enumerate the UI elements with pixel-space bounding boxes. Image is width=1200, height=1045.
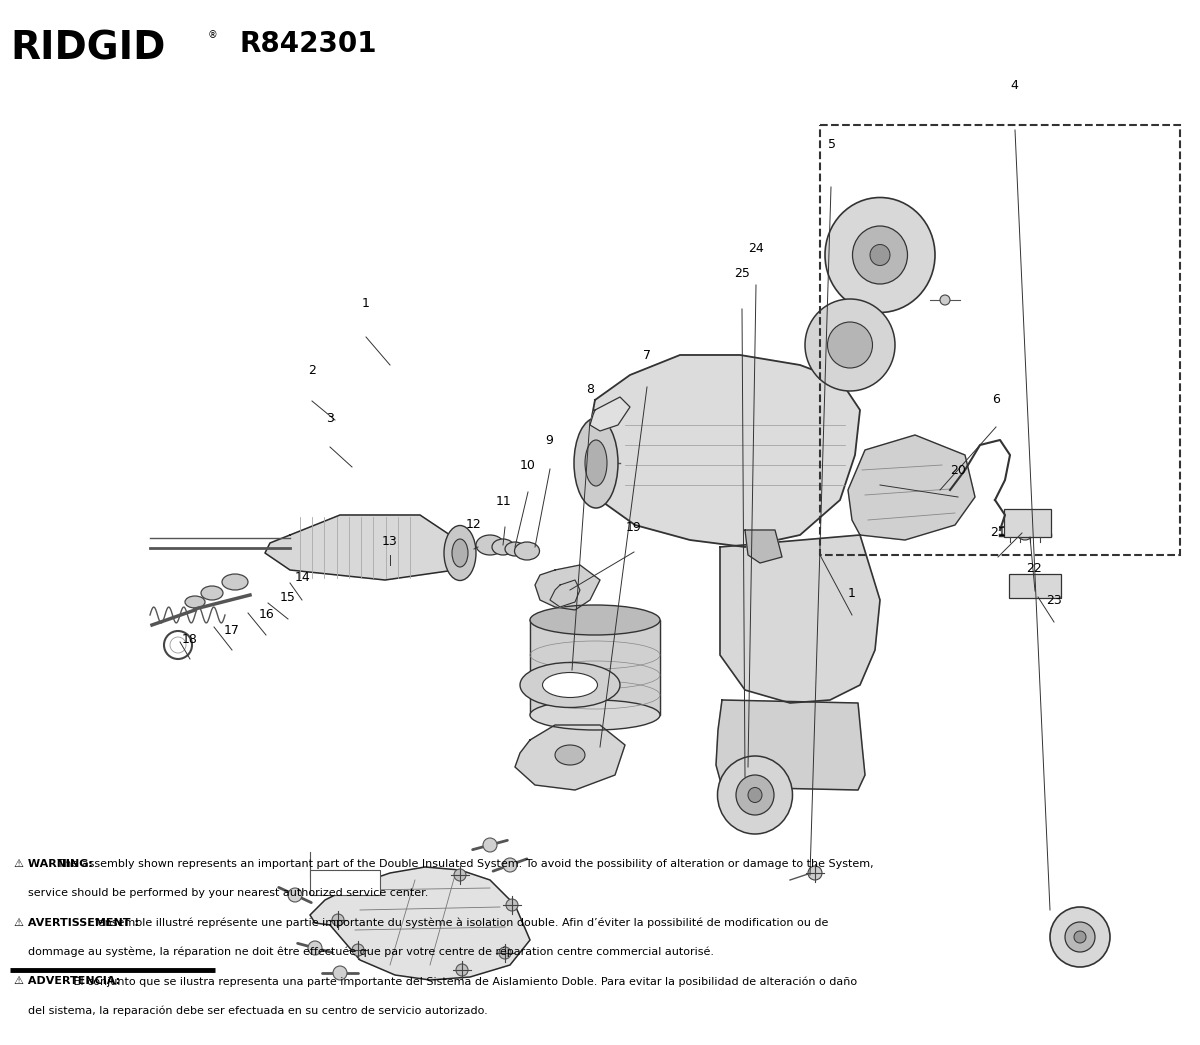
Ellipse shape (476, 535, 504, 555)
Text: dommage au système, la réparation ne doit être effectuée que par votre centre de: dommage au système, la réparation ne doi… (14, 947, 714, 957)
Circle shape (940, 295, 950, 305)
Circle shape (499, 947, 511, 959)
Ellipse shape (586, 440, 607, 486)
Ellipse shape (505, 542, 526, 556)
Text: 18: 18 (181, 633, 198, 646)
Polygon shape (745, 530, 782, 563)
Polygon shape (515, 725, 625, 790)
Ellipse shape (520, 663, 620, 707)
Text: El conjunto que se ilustra representa una parte importante del Sistema de Aislam: El conjunto que se ilustra representa un… (70, 976, 857, 986)
Polygon shape (530, 620, 660, 715)
Ellipse shape (828, 322, 872, 368)
Text: 10: 10 (520, 459, 536, 471)
Ellipse shape (452, 539, 468, 567)
Ellipse shape (718, 756, 792, 834)
Text: 3: 3 (326, 412, 334, 424)
FancyBboxPatch shape (1009, 574, 1061, 598)
Ellipse shape (748, 788, 762, 803)
Text: 9: 9 (546, 435, 553, 447)
Circle shape (506, 899, 518, 911)
Text: ®: ® (208, 30, 217, 40)
Text: 12: 12 (466, 518, 482, 531)
Polygon shape (720, 535, 880, 703)
Ellipse shape (185, 596, 205, 608)
Text: 20: 20 (949, 464, 966, 477)
Circle shape (1050, 907, 1110, 967)
Polygon shape (535, 565, 600, 610)
Circle shape (332, 914, 344, 926)
Text: 23: 23 (1045, 595, 1062, 607)
Ellipse shape (554, 745, 586, 765)
Circle shape (352, 944, 364, 956)
Circle shape (288, 888, 302, 902)
Ellipse shape (202, 586, 223, 600)
Text: 7: 7 (643, 349, 650, 362)
Polygon shape (310, 867, 530, 980)
Ellipse shape (805, 299, 895, 391)
Text: ⚠ WARNING:: ⚠ WARNING: (14, 859, 94, 869)
Polygon shape (265, 515, 466, 580)
Text: 16: 16 (258, 608, 275, 621)
Circle shape (1074, 931, 1086, 943)
Text: 4: 4 (1010, 79, 1018, 92)
Text: 11: 11 (496, 495, 512, 508)
Polygon shape (588, 355, 860, 547)
Text: 19: 19 (625, 521, 642, 534)
Circle shape (334, 966, 347, 980)
Polygon shape (848, 435, 974, 540)
Polygon shape (716, 700, 865, 790)
Text: 13: 13 (382, 535, 398, 548)
Ellipse shape (222, 574, 248, 590)
Ellipse shape (515, 542, 540, 560)
Ellipse shape (736, 775, 774, 815)
Text: ⚠ ADVERTENCIA:: ⚠ ADVERTENCIA: (14, 976, 120, 986)
Circle shape (308, 940, 322, 955)
Circle shape (808, 866, 822, 880)
Ellipse shape (826, 198, 935, 312)
Text: RIDGID: RIDGID (10, 30, 166, 68)
Ellipse shape (492, 539, 514, 555)
Text: 1: 1 (362, 297, 370, 309)
Circle shape (1066, 922, 1096, 952)
Text: 5: 5 (828, 138, 835, 150)
Text: 8: 8 (587, 384, 594, 396)
Polygon shape (550, 580, 580, 607)
Ellipse shape (530, 605, 660, 635)
Text: L’ensemble illustré représente une partie importante du système à isolation doub: L’ensemble illustré représente une parti… (82, 918, 829, 928)
Text: ⚠ AVERTISSEMENT :: ⚠ AVERTISSEMENT : (14, 918, 139, 928)
FancyBboxPatch shape (1004, 509, 1051, 537)
Ellipse shape (870, 245, 890, 265)
Ellipse shape (574, 418, 618, 508)
Circle shape (503, 858, 517, 872)
FancyBboxPatch shape (310, 870, 380, 895)
Polygon shape (590, 397, 630, 431)
Text: service should be performed by your nearest authorized service center.: service should be performed by your near… (14, 888, 428, 899)
Text: 21: 21 (990, 527, 1007, 539)
Text: 24: 24 (748, 242, 764, 255)
Circle shape (454, 869, 466, 881)
Text: del sistema, la reparación debe ser efectuada en su centro de servicio autorizad: del sistema, la reparación debe ser efec… (14, 1005, 488, 1016)
Text: 22: 22 (1026, 562, 1043, 575)
Text: 14: 14 (294, 572, 311, 584)
Ellipse shape (530, 700, 660, 730)
Circle shape (1016, 522, 1034, 540)
Ellipse shape (444, 526, 476, 581)
Ellipse shape (542, 673, 598, 697)
Text: The assembly shown represents an important part of the Double Insulated System. : The assembly shown represents an importa… (54, 859, 874, 869)
Text: 1: 1 (848, 587, 856, 600)
Text: 6: 6 (992, 393, 1000, 405)
Text: 2: 2 (308, 365, 316, 377)
Text: 17: 17 (223, 624, 240, 636)
Text: 25: 25 (733, 268, 750, 280)
Circle shape (456, 963, 468, 976)
Circle shape (482, 838, 497, 852)
Text: 15: 15 (280, 591, 296, 604)
Text: R842301: R842301 (240, 30, 378, 59)
Ellipse shape (852, 226, 907, 284)
